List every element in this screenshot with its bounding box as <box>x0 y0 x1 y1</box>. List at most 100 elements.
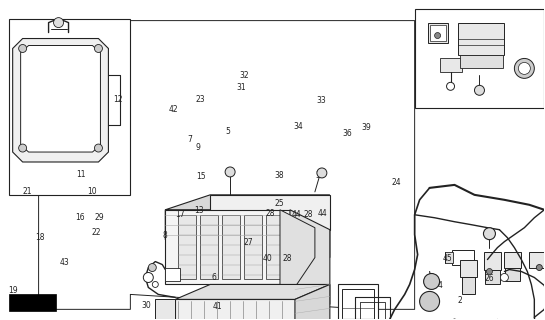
Text: 33: 33 <box>317 96 326 105</box>
Polygon shape <box>529 252 545 268</box>
Text: 34: 34 <box>294 122 304 131</box>
Polygon shape <box>428 23 447 43</box>
Text: 28: 28 <box>283 254 293 263</box>
Circle shape <box>152 282 158 287</box>
Polygon shape <box>266 215 284 279</box>
Circle shape <box>94 144 102 152</box>
Circle shape <box>536 265 542 270</box>
Text: 16: 16 <box>75 213 84 222</box>
Circle shape <box>518 62 530 74</box>
Polygon shape <box>459 55 504 68</box>
Circle shape <box>483 228 495 240</box>
Polygon shape <box>440 59 462 72</box>
Polygon shape <box>200 215 218 279</box>
Text: 26: 26 <box>484 274 494 283</box>
Circle shape <box>475 85 485 95</box>
Text: 28: 28 <box>265 209 275 218</box>
Text: FR.: FR. <box>23 298 40 307</box>
Text: 38: 38 <box>274 171 284 180</box>
Text: 36: 36 <box>343 129 353 138</box>
Polygon shape <box>429 25 446 41</box>
Text: 27: 27 <box>243 238 253 247</box>
Text: 44: 44 <box>292 210 302 219</box>
Circle shape <box>94 44 102 52</box>
Circle shape <box>420 292 440 311</box>
Text: 31: 31 <box>236 83 246 92</box>
Polygon shape <box>178 215 196 279</box>
Polygon shape <box>290 210 330 304</box>
Polygon shape <box>9 294 56 311</box>
Circle shape <box>19 144 27 152</box>
Text: 20: 20 <box>16 300 26 309</box>
Polygon shape <box>280 210 315 309</box>
Polygon shape <box>155 300 175 320</box>
Polygon shape <box>244 215 262 279</box>
Polygon shape <box>505 252 522 268</box>
Text: 15: 15 <box>196 172 205 181</box>
Text: 42: 42 <box>169 105 178 114</box>
Text: 43: 43 <box>60 258 70 267</box>
Polygon shape <box>165 195 330 210</box>
Polygon shape <box>415 9 544 108</box>
Text: 5: 5 <box>226 127 231 136</box>
Circle shape <box>423 274 440 289</box>
Polygon shape <box>459 260 477 277</box>
Polygon shape <box>486 269 500 284</box>
Polygon shape <box>342 289 374 320</box>
Polygon shape <box>210 195 330 230</box>
Polygon shape <box>462 277 475 294</box>
Text: 25: 25 <box>274 199 284 208</box>
Text: 4: 4 <box>438 281 443 290</box>
Text: 21: 21 <box>22 187 32 196</box>
Circle shape <box>19 44 27 52</box>
Text: 7: 7 <box>187 135 192 144</box>
Text: 37: 37 <box>83 135 93 144</box>
Polygon shape <box>175 300 295 320</box>
Polygon shape <box>338 284 378 320</box>
Text: 6: 6 <box>211 273 216 282</box>
Text: 12: 12 <box>113 95 122 104</box>
Text: 19: 19 <box>8 286 17 295</box>
Circle shape <box>143 273 153 283</box>
Text: 23: 23 <box>196 95 205 104</box>
Polygon shape <box>13 38 108 162</box>
Polygon shape <box>175 284 330 300</box>
Text: 13: 13 <box>195 206 204 215</box>
Text: 44: 44 <box>318 209 328 218</box>
Polygon shape <box>452 250 475 265</box>
Circle shape <box>500 274 508 282</box>
Polygon shape <box>295 284 330 320</box>
Circle shape <box>514 59 534 78</box>
Circle shape <box>317 168 327 178</box>
Text: 14: 14 <box>96 103 106 112</box>
Polygon shape <box>445 252 452 262</box>
Polygon shape <box>505 268 520 282</box>
Text: 22: 22 <box>91 228 101 237</box>
Circle shape <box>225 167 235 177</box>
Text: 29: 29 <box>95 213 105 222</box>
Polygon shape <box>457 23 505 55</box>
Text: 35: 35 <box>316 171 325 180</box>
Polygon shape <box>9 19 130 195</box>
Circle shape <box>434 33 440 38</box>
Circle shape <box>148 264 156 271</box>
Text: 40: 40 <box>262 254 272 263</box>
Text: 2: 2 <box>458 296 462 305</box>
Polygon shape <box>165 268 180 282</box>
Polygon shape <box>222 215 240 279</box>
Text: 18: 18 <box>35 233 45 242</box>
Text: 41: 41 <box>212 302 222 311</box>
Text: 32: 32 <box>239 71 249 80</box>
Polygon shape <box>21 45 100 152</box>
Text: 3: 3 <box>432 296 437 305</box>
Circle shape <box>446 82 455 90</box>
Circle shape <box>53 18 64 28</box>
Text: 39: 39 <box>361 123 371 132</box>
Text: 9: 9 <box>195 143 200 152</box>
Polygon shape <box>485 252 501 269</box>
Circle shape <box>487 268 493 275</box>
Text: 30: 30 <box>142 301 152 310</box>
Text: 17: 17 <box>175 210 185 219</box>
Polygon shape <box>165 210 290 284</box>
Polygon shape <box>165 210 330 258</box>
